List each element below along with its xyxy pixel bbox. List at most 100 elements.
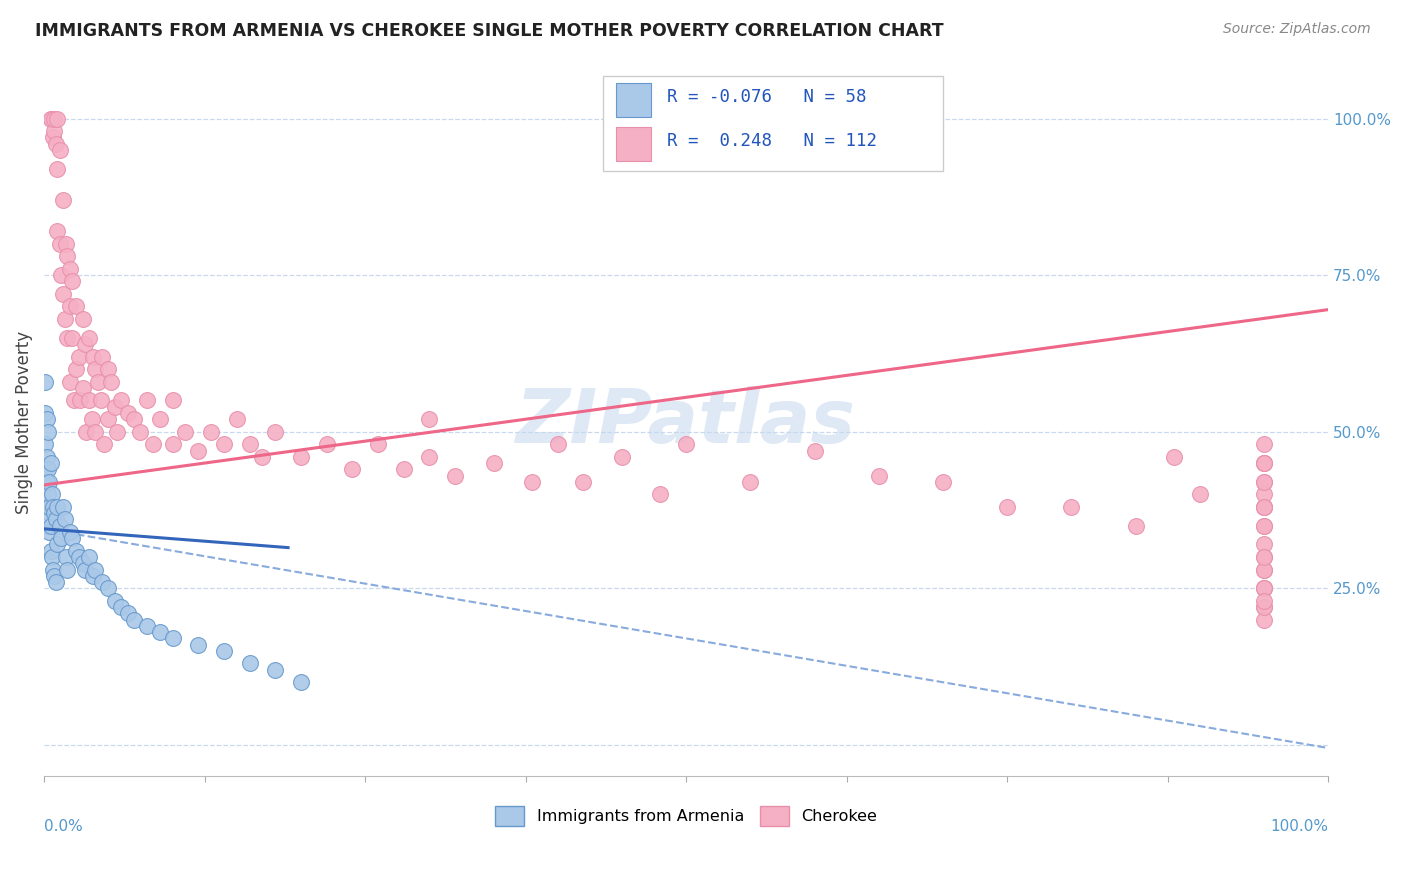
Bar bbox=[616, 128, 651, 161]
Point bbox=[52, 193, 75, 207]
Point bbox=[72, 381, 94, 395]
Point bbox=[34, 437, 56, 451]
Point bbox=[444, 468, 467, 483]
Point bbox=[39, 518, 62, 533]
Point bbox=[56, 562, 79, 576]
Point bbox=[135, 393, 157, 408]
Point bbox=[1253, 582, 1275, 596]
Point bbox=[77, 331, 100, 345]
Point bbox=[342, 462, 364, 476]
Point bbox=[82, 569, 104, 583]
Point bbox=[1163, 450, 1185, 464]
Point bbox=[84, 425, 107, 439]
Point bbox=[1253, 600, 1275, 615]
Point bbox=[1253, 549, 1275, 564]
Point bbox=[162, 632, 184, 646]
Point bbox=[610, 450, 633, 464]
Point bbox=[1253, 437, 1275, 451]
Point bbox=[110, 600, 132, 615]
Point bbox=[67, 549, 90, 564]
Point bbox=[1253, 594, 1275, 608]
Point bbox=[60, 531, 83, 545]
Point bbox=[1253, 537, 1275, 551]
Point bbox=[1125, 518, 1147, 533]
Point bbox=[44, 569, 66, 583]
Point bbox=[59, 524, 82, 539]
Point bbox=[49, 268, 72, 283]
Point bbox=[72, 312, 94, 326]
Y-axis label: Single Mother Poverty: Single Mother Poverty bbox=[15, 331, 32, 514]
Point bbox=[174, 425, 197, 439]
Point bbox=[72, 556, 94, 570]
Point bbox=[44, 124, 66, 138]
Point bbox=[105, 425, 128, 439]
Point bbox=[200, 425, 222, 439]
Point bbox=[65, 362, 87, 376]
Point bbox=[418, 450, 440, 464]
Point bbox=[1253, 562, 1275, 576]
Point bbox=[290, 450, 312, 464]
Point bbox=[1253, 613, 1275, 627]
Point bbox=[572, 475, 595, 489]
Point bbox=[520, 475, 543, 489]
Point bbox=[59, 375, 82, 389]
Point bbox=[39, 543, 62, 558]
Point bbox=[59, 261, 82, 276]
Point bbox=[290, 675, 312, 690]
Point bbox=[35, 475, 58, 489]
Point bbox=[55, 236, 77, 251]
Point bbox=[90, 575, 112, 590]
Point bbox=[65, 300, 87, 314]
Point bbox=[482, 456, 505, 470]
Point bbox=[37, 512, 59, 526]
Point bbox=[67, 350, 90, 364]
Point bbox=[60, 331, 83, 345]
Point bbox=[1253, 456, 1275, 470]
Point bbox=[162, 437, 184, 451]
Point bbox=[45, 136, 67, 151]
Point bbox=[1253, 456, 1275, 470]
Point bbox=[39, 112, 62, 126]
Point bbox=[80, 412, 103, 426]
Point bbox=[97, 582, 120, 596]
Point bbox=[315, 437, 337, 451]
Point bbox=[117, 406, 139, 420]
Point bbox=[162, 393, 184, 408]
Text: Source: ZipAtlas.com: Source: ZipAtlas.com bbox=[1223, 22, 1371, 37]
Point bbox=[35, 450, 58, 464]
Point bbox=[1253, 500, 1275, 514]
Point bbox=[48, 518, 70, 533]
Point bbox=[35, 500, 58, 514]
Point bbox=[225, 412, 247, 426]
Point bbox=[59, 300, 82, 314]
Point bbox=[117, 607, 139, 621]
Point bbox=[41, 487, 63, 501]
Point bbox=[212, 644, 235, 658]
Point bbox=[97, 412, 120, 426]
Bar bbox=[616, 83, 651, 117]
Point bbox=[56, 331, 79, 345]
Point bbox=[252, 450, 274, 464]
Point bbox=[97, 362, 120, 376]
Point bbox=[392, 462, 415, 476]
Point bbox=[53, 512, 76, 526]
Point bbox=[37, 425, 59, 439]
Point bbox=[34, 375, 56, 389]
Point bbox=[60, 275, 83, 289]
Point bbox=[1253, 500, 1275, 514]
Point bbox=[212, 437, 235, 451]
Point bbox=[418, 412, 440, 426]
Point bbox=[82, 350, 104, 364]
Point bbox=[37, 487, 59, 501]
Point bbox=[46, 224, 69, 238]
Point bbox=[129, 425, 152, 439]
Point bbox=[38, 500, 60, 514]
Point bbox=[122, 613, 145, 627]
Point bbox=[37, 462, 59, 476]
Point bbox=[84, 362, 107, 376]
Point bbox=[187, 638, 209, 652]
Point bbox=[1253, 600, 1275, 615]
Text: ZIPatlas: ZIPatlas bbox=[516, 386, 856, 458]
Point bbox=[77, 549, 100, 564]
Point bbox=[44, 506, 66, 520]
